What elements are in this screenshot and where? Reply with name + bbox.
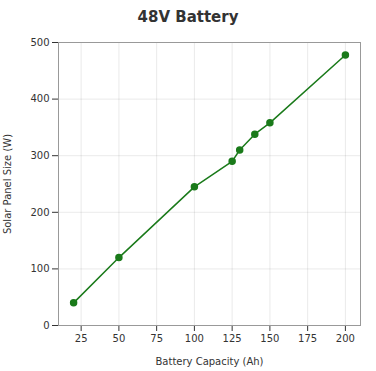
svg-text:125: 125 bbox=[223, 333, 242, 344]
svg-text:Battery Capacity (Ah): Battery Capacity (Ah) bbox=[155, 356, 263, 367]
svg-text:500: 500 bbox=[30, 37, 49, 48]
svg-text:175: 175 bbox=[298, 333, 317, 344]
svg-text:50: 50 bbox=[113, 333, 126, 344]
svg-text:100: 100 bbox=[30, 263, 49, 274]
svg-text:200: 200 bbox=[30, 207, 49, 218]
svg-text:75: 75 bbox=[150, 333, 163, 344]
svg-text:0: 0 bbox=[43, 320, 49, 331]
svg-text:200: 200 bbox=[336, 333, 355, 344]
svg-text:150: 150 bbox=[260, 333, 279, 344]
svg-text:300: 300 bbox=[30, 150, 49, 161]
svg-text:Solar Panel Size (W): Solar Panel Size (W) bbox=[2, 134, 13, 234]
svg-text:100: 100 bbox=[185, 333, 204, 344]
svg-text:400: 400 bbox=[30, 93, 49, 104]
html-text:48V Battery: 48V Battery bbox=[137, 8, 239, 26]
svg-text:25: 25 bbox=[75, 333, 88, 344]
